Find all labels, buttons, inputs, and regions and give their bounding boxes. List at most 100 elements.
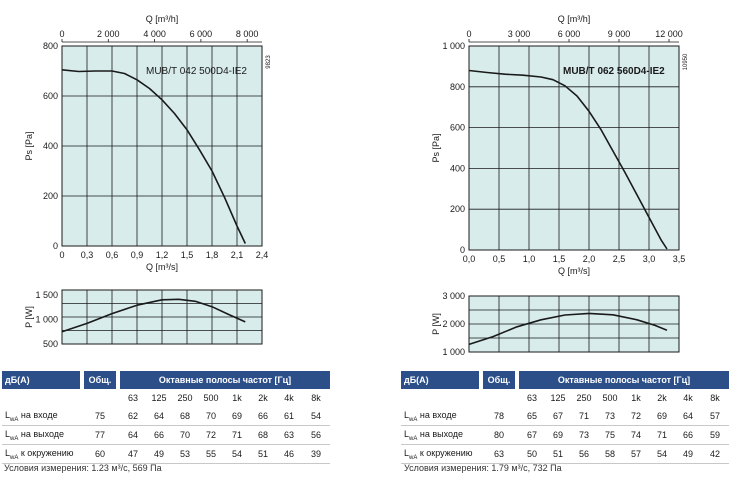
row-total: 80: [483, 425, 515, 445]
band-label: 250: [177, 393, 193, 403]
band-label: 1k: [232, 393, 242, 403]
plot-frame: [61, 289, 263, 345]
left-noise-table: дБ(A) Общ. Октавные полосы частот [Гц] 6…: [2, 371, 330, 464]
row-total: 77: [84, 425, 116, 445]
x-axis-label: Q [m³/s]: [558, 266, 590, 276]
right-power-chart: 1 000 2 000 3 000 P [W]: [431, 291, 680, 357]
top-tick-label: 6 000: [190, 29, 213, 39]
x-tick-label: 1,8: [206, 250, 219, 260]
x-tick-label: 0,9: [131, 250, 144, 260]
row-total: 63: [483, 444, 515, 464]
y-tick-label: 1 000: [35, 314, 58, 324]
y-tick-label: 1 000: [442, 41, 465, 51]
band-label: 250: [576, 393, 592, 403]
top-tick-label: 0: [59, 29, 64, 39]
x-tick-label: 1,5: [181, 250, 194, 260]
x-tick-label: 3,5: [673, 254, 686, 264]
right-pressure-chart: 0 200 400 600 800 1 000 Ps [Pa] 0,0 0,5 1,0 1,5 2,0…: [431, 14, 689, 276]
band-label: 500: [203, 393, 219, 403]
fan-charts: 0 200 400 600 800 Ps [Pa] 0 0,3 0,6 0,9 1,2 1,5 1,8 2…: [24, 14, 689, 357]
row-total: 75: [84, 407, 116, 426]
model-label: MUB/T 062 560D4-IE2: [563, 66, 665, 77]
x-tick-label: 2,0: [583, 254, 596, 264]
y-tick-label: 600: [43, 91, 58, 101]
y-tick-label: 500: [43, 339, 58, 349]
band-label: 4k: [284, 393, 294, 403]
y-tick-label: 1 000: [442, 347, 465, 357]
row-label: LwA на выходе: [401, 425, 479, 445]
row-total: 78: [483, 407, 515, 426]
x-tick-label: 1,5: [553, 254, 566, 264]
table-row: LwA на выходе 80 67 69 73 75 74 71 66 59: [401, 425, 729, 445]
band-label: 1k: [631, 393, 641, 403]
row-label: LwA на входе: [2, 407, 80, 426]
series-line: [61, 298, 246, 333]
table-row: LwA к окружению 63 50 51 56 58 57 54 49 42: [401, 444, 729, 464]
x-tick-label: 1,2: [156, 250, 169, 260]
measurement-condition: Условия измерения: 1.23 м³/с, 569 Па: [4, 463, 162, 473]
row-label: LwA к окружению: [401, 444, 479, 464]
band-label: 2k: [657, 393, 667, 403]
table-head-total: Общ.: [483, 371, 515, 389]
x-tick-label: 0,3: [81, 250, 94, 260]
y-tick-label: 0: [460, 245, 465, 255]
top-tick-label: 8 000: [236, 29, 259, 39]
top-tick-label: 6 000: [558, 29, 581, 39]
band-label: 2k: [258, 393, 268, 403]
chart-code: 10950: [683, 53, 689, 70]
top-tick-label: 9 000: [608, 29, 631, 39]
band-label: 125: [550, 393, 566, 403]
table-row: LwA на входе 78 65 67 71 73 72 69 64 57: [401, 407, 729, 426]
chart-code: 9823: [266, 55, 272, 69]
table-head-total: Общ.: [84, 371, 116, 389]
series-line: [468, 312, 668, 346]
y-axis-label: P [W]: [24, 306, 34, 328]
y-axis-label: P [W]: [431, 313, 441, 335]
table-head-bands: Октавные полосы частот [Гц]: [120, 371, 330, 389]
band-label: 500: [602, 393, 618, 403]
row-total: 60: [84, 444, 116, 464]
row-label: LwA на входе: [401, 407, 479, 426]
y-tick-label: 600: [450, 123, 465, 133]
x-axis-label: Q [m³/s]: [146, 262, 178, 272]
plot-frame: [61, 45, 263, 247]
band-label: 63: [526, 393, 537, 403]
y-tick-label: 800: [43, 41, 58, 51]
y-axis-label: Ps [Pa]: [24, 131, 34, 160]
band-label: 63: [127, 393, 138, 403]
y-tick-label: 800: [450, 82, 465, 92]
y-axis-label: Ps [Pa]: [431, 133, 441, 162]
x-tick-label: 0,0: [463, 254, 476, 264]
band-label: 4k: [683, 393, 693, 403]
y-tick-label: 400: [43, 141, 58, 151]
y-tick-label: 2 000: [442, 319, 465, 329]
series-line: [61, 69, 247, 244]
x-tick-label: 1,0: [523, 254, 536, 264]
top-tick-label: 4 000: [143, 29, 166, 39]
row-label: LwA на выходе: [2, 425, 80, 445]
table-row: LwA к окружению 60 47 49 53 55 54 51 46 39: [2, 444, 330, 464]
x-tick-label: 2,5: [613, 254, 626, 264]
plot-background: [469, 46, 679, 250]
plot-frame: [468, 295, 680, 353]
model-label: MUB/T 042 500D4-IE2: [146, 66, 247, 77]
top-tick-label: 3 000: [508, 29, 531, 39]
table-row: LwA на входе 75 62 64 68 70 69 66 61 54: [2, 407, 330, 426]
y-tick-label: 1 500: [35, 290, 58, 300]
top-axis-label: Q [m³/h]: [558, 14, 591, 24]
table-head-label: дБ(A): [2, 371, 80, 389]
row-label: LwA к окружению: [2, 444, 80, 464]
table-row: LwA на выходе 77 64 66 70 72 71 68 63 56: [2, 425, 330, 445]
x-tick-label: 3,0: [643, 254, 656, 264]
x-tick-label: 0: [59, 250, 64, 260]
top-tick-label: 12 000: [655, 29, 683, 39]
top-tick-label: 0: [466, 29, 471, 39]
table-head-label: дБ(A): [401, 371, 479, 389]
y-tick-label: 0: [53, 241, 58, 251]
y-tick-label: 200: [43, 191, 58, 201]
top-tick-label: 2 000: [97, 29, 120, 39]
series-line: [468, 69, 668, 250]
y-tick-label: 400: [450, 163, 465, 173]
x-tick-label: 2,4: [256, 250, 269, 260]
band-label: 8k: [710, 393, 720, 403]
